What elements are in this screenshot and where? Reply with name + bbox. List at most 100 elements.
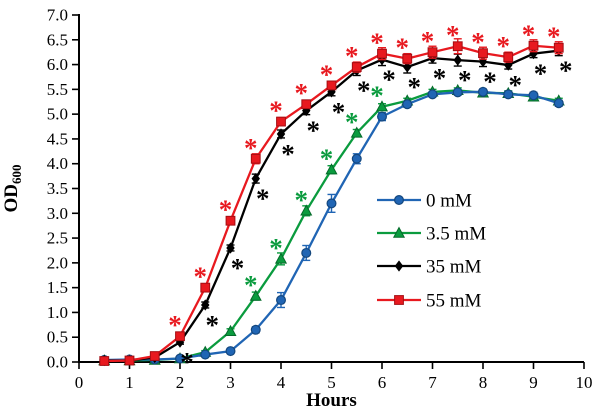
significance-asterisk: * <box>370 28 384 58</box>
data-point-square-marker <box>402 53 413 64</box>
y-tick-label: 4.0 <box>47 154 68 173</box>
y-tick-label: 6.5 <box>47 30 68 49</box>
x-tick-label: 2 <box>176 373 185 392</box>
y-tick-label: 2.0 <box>47 253 68 272</box>
y-tick-label: 3.0 <box>47 204 68 223</box>
significance-asterisk: * <box>219 195 233 225</box>
data-point-circle-marker <box>225 346 236 357</box>
data-point-square-marker <box>99 356 110 366</box>
data-point-square-marker <box>124 355 135 366</box>
significance-asterisk: * <box>408 72 422 102</box>
x-tick-label: 9 <box>529 373 538 392</box>
x-tick-label: 6 <box>378 373 387 392</box>
x-tick-label: 8 <box>479 373 488 392</box>
data-point-circle-marker <box>175 353 186 364</box>
significance-asterisk: * <box>320 144 334 174</box>
x-axis-ticks: 0 1 2 3 4 5 6 7 8 9 10 <box>75 362 593 392</box>
legend-label: 35 mM <box>426 257 482 278</box>
data-point-circle-marker <box>276 295 287 306</box>
significance-asterisk: * <box>332 97 346 127</box>
significance-asterisk: * <box>256 184 270 214</box>
x-tick-label: 4 <box>277 373 286 392</box>
x-tick-label: 0 <box>75 373 84 392</box>
y-tick-label: 7.0 <box>47 6 68 25</box>
legend-item-0-mM: 0 mM <box>377 191 472 212</box>
significance-asterisk: * <box>244 270 258 300</box>
significance-asterisk: * <box>509 70 523 100</box>
data-point-circle-marker <box>427 89 438 100</box>
x-tick-label: 1 <box>125 373 134 392</box>
significance-asterisk: * <box>559 56 573 86</box>
data-point-circle-marker <box>200 349 211 360</box>
data-point-square-marker <box>326 80 337 91</box>
y-tick-label: 6.0 <box>47 55 68 74</box>
data-point-diamond-marker <box>478 55 488 68</box>
significance-asterisk: * <box>194 262 208 292</box>
significance-asterisk: * <box>295 185 309 215</box>
data-point-diamond-marker <box>504 59 513 71</box>
significance-asterisk: * <box>244 133 258 163</box>
data-point-square-marker <box>503 52 514 63</box>
significance-asterisk: * <box>168 310 182 340</box>
significance-asterisk: * <box>483 67 497 97</box>
significance-asterisk: * <box>180 347 194 377</box>
significance-asterisk: * <box>421 26 435 56</box>
legend-label: 0 mM <box>426 191 472 212</box>
significance-asterisk: * <box>522 20 536 50</box>
data-point-circle-marker <box>394 195 405 206</box>
data-point-diamond-marker <box>251 172 260 185</box>
data-point-diamond-marker <box>453 54 462 66</box>
significance-asterisk: * <box>295 78 309 108</box>
y-tick-label: 1.5 <box>47 278 68 297</box>
data-point-circle-marker <box>351 153 362 164</box>
data-point-triangle-marker <box>375 100 389 112</box>
x-axis-title: Hours <box>306 390 357 411</box>
data-point-square-marker <box>225 215 236 226</box>
y-axis-ticks: 0.0 0.5 1.0 1.5 2.0 2.5 3.0 3.5 4.0 4.5 5.0 5.5 6.0 6… <box>47 6 79 372</box>
significance-asterisk: * <box>396 33 410 63</box>
data-point-square-marker <box>394 295 404 305</box>
data-point-circle-marker <box>452 87 463 98</box>
significance-asterisk: * <box>547 22 561 52</box>
significance-asterisk: * <box>269 233 283 263</box>
significance-asterisk: * <box>206 310 220 340</box>
data-point-square-marker <box>452 41 463 52</box>
data-point-triangle-marker <box>300 204 313 216</box>
significance-asterisk: * <box>269 96 283 126</box>
data-point-square-marker <box>276 116 286 127</box>
data-point-triangle-marker <box>249 289 262 301</box>
data-point-circle-marker <box>250 324 261 335</box>
data-point-triangle-marker <box>350 126 363 138</box>
data-point-circle-marker <box>326 198 337 209</box>
data-point-square-marker <box>427 47 438 58</box>
significance-asterisk: * <box>446 20 460 50</box>
data-point-triangle-marker <box>392 226 406 238</box>
legend: 0 mM 3.5 mM 35 mM 55 mM <box>377 191 486 312</box>
legend-item-3-5-mM: 3.5 mM <box>377 224 486 245</box>
x-tick-label: 5 <box>327 373 336 392</box>
y-tick-label: 0.0 <box>47 353 68 372</box>
significance-asterisk: * <box>345 41 359 71</box>
data-point-square-marker <box>301 99 312 110</box>
y-tick-label: 1.0 <box>47 303 68 322</box>
significance-asterisk: * <box>231 253 245 283</box>
y-axis-title-subscript: 600 <box>9 165 24 185</box>
data-point-square-marker <box>351 62 362 72</box>
significance-asterisk: * <box>357 76 371 106</box>
y-tick-label: 0.5 <box>47 328 68 347</box>
y-axis-title: OD600 <box>1 165 24 213</box>
data-point-circle-marker <box>478 86 489 97</box>
data-point-square-marker <box>175 331 185 342</box>
significance-asterisk: * <box>382 65 396 95</box>
data-point-diamond-marker <box>394 260 404 272</box>
significance-asterisk: * <box>281 139 295 169</box>
data-point-diamond-marker <box>226 242 235 254</box>
legend-label: 55 mM <box>426 291 482 312</box>
y-tick-label: 5.5 <box>47 80 68 99</box>
legend-item-35-mM: 35 mM <box>377 257 482 278</box>
y-tick-label: 4.5 <box>47 129 68 148</box>
data-point-diamond-marker <box>201 299 210 311</box>
significance-asterisk: * <box>471 27 485 57</box>
